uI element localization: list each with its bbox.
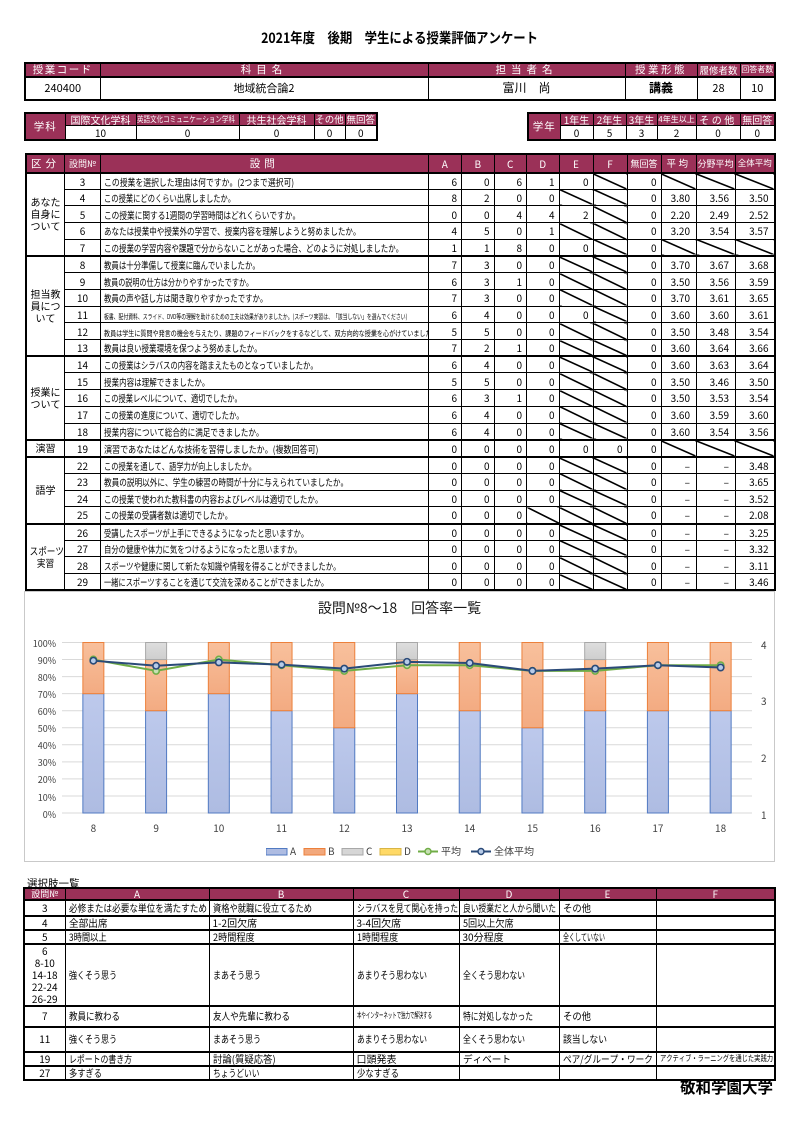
svg-text:平均: 平均 <box>441 844 461 858</box>
svg-text:D: D <box>404 844 411 858</box>
svg-text:全体平均: 全体平均 <box>494 844 534 858</box>
svg-text:B: B <box>328 844 335 858</box>
svg-text:C: C <box>366 844 373 858</box>
svg-text:A: A <box>290 844 297 858</box>
